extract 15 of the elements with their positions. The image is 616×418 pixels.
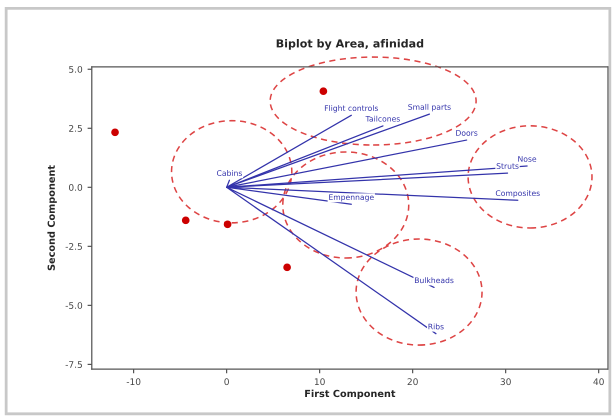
x-tick-label: 20 — [408, 378, 418, 386]
y-tick-label: 5.0 — [69, 66, 82, 73]
y-tick-label: -7.5 — [66, 361, 82, 368]
x-tick-label: 30 — [500, 378, 511, 386]
y-tick-label: 0.0 — [68, 184, 82, 191]
x-tick-label: 40 — [593, 378, 604, 386]
x-tick-label: 0 — [224, 378, 229, 386]
y-tick-label: -2.5 — [66, 243, 82, 250]
x-tick-label: 10 — [314, 378, 325, 386]
chart-title: Biplot by Area, afinidad — [276, 38, 424, 50]
x-tick-label: -10 — [126, 378, 140, 386]
y-tick-label: 2.5 — [69, 124, 82, 132]
y-axis-title: Second Component — [47, 165, 57, 270]
x-axis-title: First Component — [305, 390, 396, 400]
y-tick-label: -5.0 — [66, 302, 82, 309]
